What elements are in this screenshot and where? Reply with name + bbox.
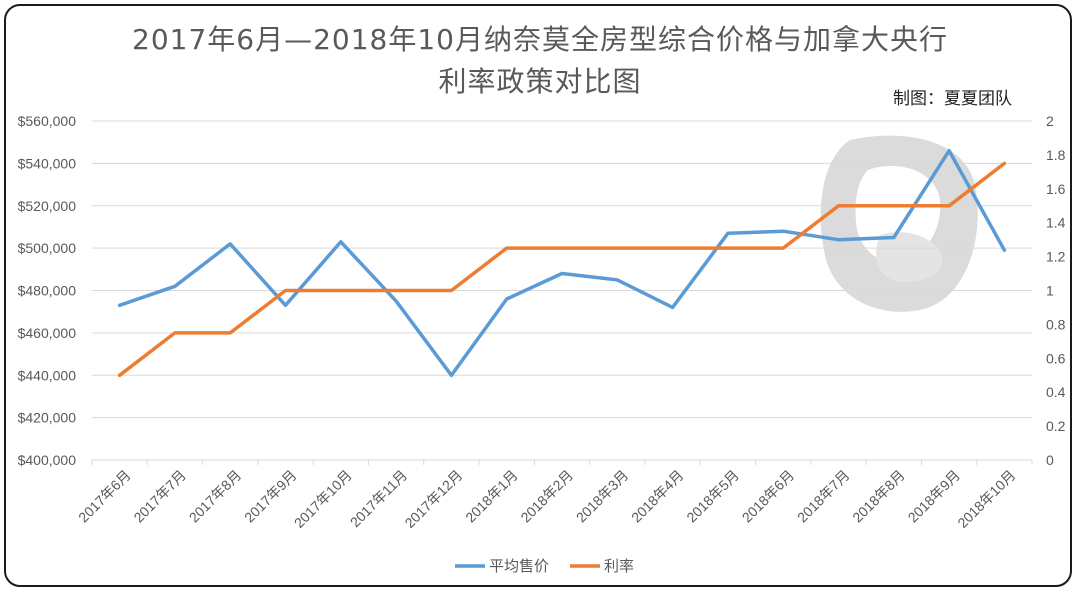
- right-axis-tick-label: 1: [1046, 283, 1054, 299]
- series-lines: [117, 148, 1007, 378]
- left-axis-tick-label: $500,000: [18, 240, 77, 256]
- left-axis-tick-label: $560,000: [18, 113, 77, 129]
- x-axis-tick-label: 2018年10月: [954, 467, 1018, 531]
- x-axis-tick-label: 2018年9月: [905, 467, 964, 526]
- right-axis-tick-label: 1.8: [1046, 147, 1066, 163]
- x-axis-tick-label: 2018年1月: [462, 467, 521, 526]
- right-axis: 0 0.2 0.4 0.6 0.8 1 1.2 1.4 1.6 1.8 2: [1046, 113, 1066, 468]
- x-axis-tick-label: 2017年6月: [75, 467, 134, 526]
- gridlines: [92, 120, 1032, 461]
- chart-title: 2017年6月—2018年10月纳奈莫全房型综合价格与加拿大央行: [132, 23, 948, 56]
- series-line: [117, 161, 1007, 378]
- x-axis-tick-label: 2018年3月: [573, 467, 632, 526]
- left-axis-tick-label: $520,000: [18, 198, 77, 214]
- left-axis: $400,000 $420,000 $440,000 $460,000 $480,000…: [18, 113, 77, 468]
- x-axis-tick-label: 2017年7月: [130, 467, 189, 526]
- x-axis-tick-label: 2018年6月: [739, 467, 798, 526]
- right-axis-tick-label: 0.2: [1046, 418, 1066, 434]
- series-line: [117, 148, 1007, 378]
- left-axis-tick-label: $420,000: [18, 410, 77, 426]
- right-axis-tick-label: 0.6: [1046, 350, 1066, 366]
- legend: 平均售价 利率: [455, 557, 634, 575]
- legend-label: 利率: [604, 557, 634, 575]
- x-axis-tick-label: 2017年9月: [241, 467, 300, 526]
- left-axis-tick-label: $540,000: [18, 155, 77, 171]
- x-axis-tick-label: 2017年11月: [347, 467, 410, 530]
- x-axis-tick-label: 2018年7月: [794, 467, 853, 526]
- legend-label: 平均售价: [489, 557, 549, 575]
- chart-frame: [4, 4, 1072, 587]
- x-axis-tick-label: 2017年10月: [291, 467, 355, 531]
- x-axis-tick-label: 2018年2月: [517, 467, 576, 526]
- left-axis-tick-label: $460,000: [18, 325, 77, 341]
- x-axis-tick-label: 2018年8月: [849, 467, 908, 526]
- chart-credit: 制图：夏夏团队: [893, 89, 1012, 109]
- left-axis-tick-label: $480,000: [18, 283, 77, 299]
- x-axis-tick-label: 2018年4月: [628, 467, 687, 526]
- right-axis-tick-label: 0.4: [1046, 384, 1066, 400]
- right-axis-tick-label: 1.2: [1046, 249, 1066, 265]
- left-axis-tick-label: $400,000: [18, 452, 77, 468]
- right-axis-tick-label: 2: [1046, 113, 1054, 129]
- x-axis: 2017年6月2017年7月2017年8月2017年9月2017年10月2017…: [75, 460, 1033, 531]
- x-axis-tick-label: 2018年5月: [683, 467, 742, 526]
- right-axis-tick-label: 1.4: [1046, 215, 1066, 231]
- right-axis-tick-label: 0.8: [1046, 316, 1066, 332]
- chart-subtitle: 利率政策对比图: [438, 65, 642, 98]
- x-axis-tick-label: 2017年8月: [186, 467, 245, 526]
- right-axis-tick-label: 0: [1046, 452, 1054, 468]
- right-axis-tick-label: 1.6: [1046, 181, 1066, 197]
- left-axis-tick-label: $440,000: [18, 367, 77, 383]
- x-axis-tick-label: 2017年12月: [401, 467, 465, 531]
